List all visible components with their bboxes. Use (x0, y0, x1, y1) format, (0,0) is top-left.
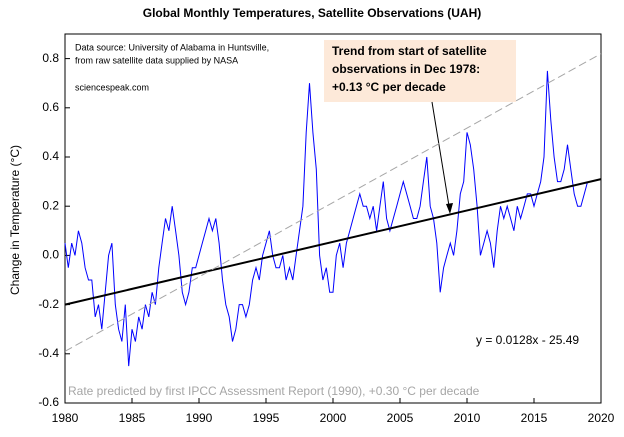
trend-note: +0.13 °C per decade (332, 80, 446, 94)
trend-line (64, 178, 602, 306)
source-note: Data source: University of Alabama in Hu… (75, 42, 269, 52)
y-tick-label: 0.4 (42, 149, 59, 163)
equation: y = 0.0128x - 25.49 (476, 333, 579, 347)
site-note: sciencespeak.com (75, 82, 149, 92)
chart-title: Global Monthly Temperatures, Satellite O… (143, 6, 482, 20)
arrow-head (446, 203, 453, 214)
ipcc-rate-line (64, 53, 602, 352)
y-tick-label: -0.4 (38, 346, 59, 360)
y-tick-label: 0.0 (42, 248, 59, 262)
trend-note: Trend from start of satellite (332, 44, 487, 58)
y-tick-label: 0.2 (42, 198, 59, 212)
x-tick-label: 1990 (186, 411, 213, 425)
source-note: from raw satellite data supplied by NASA (75, 55, 238, 65)
trend-note: observations in Dec 1978: (332, 62, 480, 76)
ipcc-note: Rate predicted by first IPCC Assessment … (68, 384, 480, 398)
x-tick-label: 1985 (119, 411, 146, 425)
y-axis-label: Change in Temperature (°C) (8, 145, 22, 295)
x-tick-label: 2015 (521, 411, 548, 425)
x-tick-label: 2020 (588, 411, 615, 425)
x-tick-label: 2005 (387, 411, 414, 425)
y-tick-label: 0.6 (42, 100, 59, 114)
x-tick-label: 1995 (253, 411, 280, 425)
x-tick-label: 2000 (320, 411, 347, 425)
y-tick-label: 0.8 (42, 51, 59, 65)
temperature-line (64, 70, 589, 367)
x-tick-label: 1980 (52, 411, 79, 425)
trend-box (324, 40, 516, 102)
x-tick-label: 2010 (454, 411, 481, 425)
y-tick-label: -0.6 (38, 395, 59, 409)
y-tick-label: -0.2 (38, 297, 59, 311)
arrow (431, 101, 451, 213)
